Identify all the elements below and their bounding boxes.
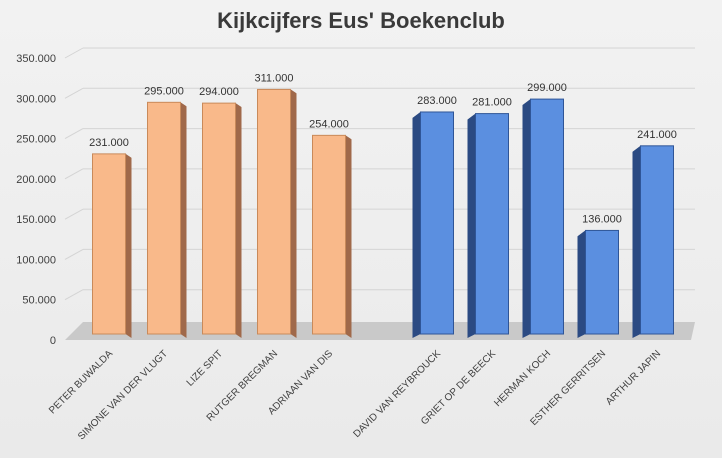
- bar: [585, 229, 619, 335]
- data-label: 241.000: [637, 129, 677, 141]
- bar: [530, 98, 564, 335]
- bar: [420, 111, 454, 335]
- data-label: 294.000: [199, 86, 239, 98]
- bar-side: [467, 113, 476, 338]
- bar-side: [522, 99, 531, 338]
- bar: [475, 113, 509, 335]
- bar: [202, 102, 236, 335]
- bar-side: [412, 111, 421, 339]
- gridline-diagonal: [64, 168, 84, 180]
- gridline-diagonal: [64, 128, 84, 140]
- y-tick-label: 300.000: [16, 93, 56, 105]
- chart-title: Kijkcijfers Eus' Boekenclub: [217, 8, 505, 33]
- y-tick-label: 0: [50, 335, 56, 347]
- bar: [92, 153, 126, 335]
- bar-side: [632, 145, 641, 338]
- y-tick-label: 150.000: [16, 214, 56, 226]
- bar: [257, 88, 291, 335]
- data-label: 311.000: [255, 72, 294, 84]
- data-label: 254.000: [309, 118, 349, 130]
- data-label: 281.000: [472, 97, 512, 109]
- y-tick-label: 200.000: [16, 174, 56, 186]
- gridline-diagonal: [64, 47, 84, 59]
- data-label: 295.000: [144, 85, 184, 97]
- bar: [147, 101, 181, 335]
- gridline-diagonal: [64, 289, 84, 301]
- category-label: ARTHUR JAPIN: [604, 348, 663, 407]
- data-label: 299.000: [527, 82, 567, 94]
- category-label: SIMONE VAN DER VLUGT: [76, 348, 170, 442]
- bar-side: [125, 153, 132, 338]
- bar: [312, 134, 346, 335]
- data-label: 231.000: [89, 137, 129, 149]
- data-label: 283.000: [417, 95, 457, 107]
- y-tick-label: 50.000: [22, 295, 56, 307]
- gridline-diagonal: [64, 248, 84, 260]
- gridline-diagonal: [64, 208, 84, 220]
- category-label: DAVID VAN REYBROUCK: [352, 348, 444, 440]
- bar-side: [577, 230, 586, 338]
- category-label: HERMAN KOCH: [492, 348, 553, 409]
- bar-side: [235, 103, 242, 339]
- bar-side: [345, 135, 352, 338]
- data-label: 136.000: [582, 213, 622, 225]
- y-tick-label: 250.000: [16, 134, 56, 146]
- y-tick-label: 350.000: [16, 53, 56, 65]
- bar-side: [180, 102, 187, 338]
- bar-side: [290, 89, 297, 339]
- category-label: LIZE SPIT: [185, 348, 225, 388]
- y-tick-label: 100.000: [16, 254, 56, 266]
- bar: [640, 145, 674, 335]
- gridline-diagonal: [64, 87, 84, 99]
